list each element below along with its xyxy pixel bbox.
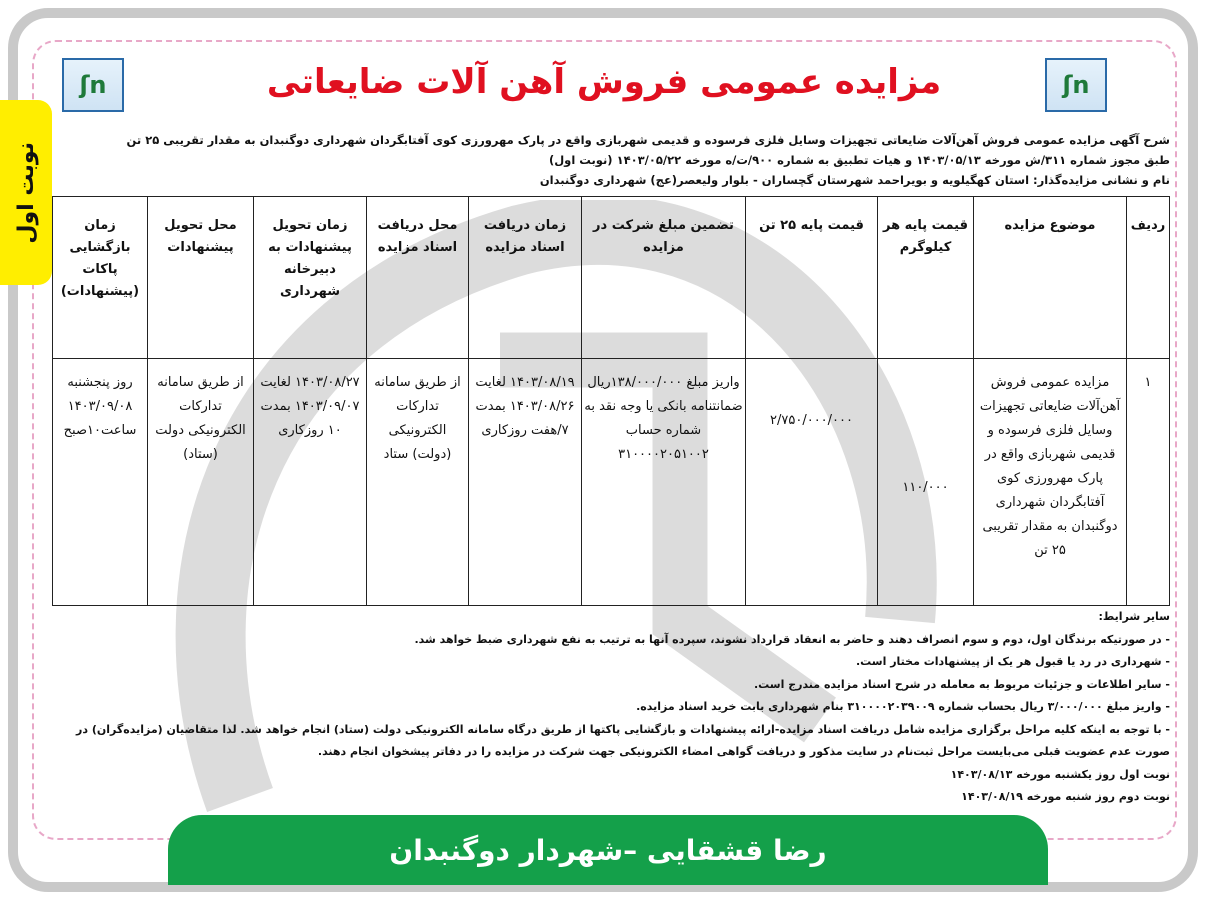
table-row: ۱ مزایده عمومی فروش آهن‌آلات ضایعاتی تجه… <box>52 358 1170 606</box>
col-price-per-kg: قیمت پایه هر کیلوگرم <box>877 196 974 359</box>
logo-icon: ʃn <box>1062 71 1090 99</box>
table-header-row: ردیف موضوع مزایده قیمت پایه هر کیلوگرم ق… <box>52 196 1170 359</box>
col-subject: موضوع مزایده <box>973 196 1127 359</box>
col-docs-place: محل دریافت اسناد مزایده <box>366 196 469 359</box>
logo-icon: ʃn <box>79 71 107 99</box>
page-title: مزایده عمومی فروش آهن آلات ضایعاتی <box>266 62 942 102</box>
col-opening-time: زمان بازگشایی پاکات (پیشنهادات) <box>52 196 148 359</box>
publication-second-date: نوبت دوم روز شنبه مورخه ۱۴۰۳/۰۸/۱۹ <box>961 790 1170 803</box>
condition-item: - سایر اطلاعات و جزئیات مربوط به معامله … <box>753 677 1170 691</box>
col-submit-place: محل تحویل پیشنهادات <box>147 196 254 359</box>
cell-opening-time: روز پنجشنبه ۱۴۰۳/۰۹/۰۸ ساعت۱۰صبح <box>52 358 148 606</box>
cell-docs-time: ۱۴۰۳/۰۸/۱۹ لغایت ۱۴۰۳/۰۸/۲۶ بمدت ۷/هفت ر… <box>468 358 582 606</box>
intro-text: شرح آگهی مزایده عمومی فروش آهن‌آلات ضایع… <box>40 130 1170 190</box>
other-conditions: سایر شرایط: - در صورتیکه برندگان اول، دو… <box>40 606 1170 809</box>
municipality-logo-right: ʃn <box>1045 58 1107 112</box>
condition-item: - شهرداری در رد یا قبول هر یک از پیشنهاد… <box>855 655 1170 668</box>
cell-row-number: ۱ <box>1126 358 1170 606</box>
badge-text: نوبت اول <box>13 141 39 244</box>
publication-first-date: نوبت اول روز یکشنبه مورخه ۱۴۰۳/۰۸/۱۳ <box>950 767 1170 781</box>
col-guarantee: تضمین مبلغ شرکت در مزایده <box>581 196 746 359</box>
mayor-name: رضا قشقایی –شهردار دوگنبدان <box>389 833 827 867</box>
auction-table: ردیف موضوع مزایده قیمت پایه هر کیلوگرم ق… <box>52 196 1170 606</box>
col-submit-time: زمان تحویل پیشنهادات به دبیرخانه شهرداری <box>253 196 367 359</box>
cell-submit-time: ۱۴۰۳/۰۸/۲۷ لغایت ۱۴۰۳/۰۹/۰۷ بمدت ۱۰ روزک… <box>253 358 367 606</box>
cell-subject: مزایده عمومی فروش آهن‌آلات ضایعاتی تجهیز… <box>973 358 1127 606</box>
condition-item: - در صورتیکه برندگان اول، دوم و سوم انصر… <box>414 632 1170 646</box>
first-round-badge: نوبت اول <box>0 100 52 285</box>
cell-price-25t: ۲/۷۵۰/۰۰۰/۰۰۰ <box>745 358 878 606</box>
cell-submit-place: از طریق سامانه تدارکات الکترونیکی دولت (… <box>147 358 254 606</box>
col-docs-time: زمان دریافت اسناد مزایده <box>468 196 582 359</box>
intro-line: نام و نشانی مزایده‌گذار: استان کهگیلویه … <box>539 173 1170 187</box>
cell-price-per-kg: ۱۱۰/۰۰۰ <box>877 358 974 606</box>
intro-line: شرح آگهی مزایده عمومی فروش آهن‌آلات ضایع… <box>126 133 1170 147</box>
col-row-number: ردیف <box>1126 196 1170 359</box>
intro-line: طبق مجوز شماره ۳۱۱/ش مورخه ۱۴۰۳/۰۵/۱۳ و … <box>548 153 1170 167</box>
cell-docs-place: از طریق سامانه تدارکات الکترونیکی (دولت)… <box>366 358 469 606</box>
municipality-logo-left: ʃn <box>62 58 124 112</box>
condition-item: - با توجه به اینکه کلیه مراحل برگزاری مز… <box>76 722 1170 759</box>
mayor-signature-banner: رضا قشقایی –شهردار دوگنبدان <box>168 815 1048 885</box>
col-price-25t: قیمت پایه ۲۵ تن <box>745 196 878 359</box>
condition-item: - واریز مبلغ ۳/۰۰۰/۰۰۰ ریال بحساب شماره … <box>636 700 1170 713</box>
outer-frame <box>8 8 1198 892</box>
conditions-heading: سایر شرایط: <box>1098 610 1171 623</box>
cell-guarantee: واریز مبلغ ۱۳۸/۰۰۰/۰۰۰ریال ضمانتنامه بان… <box>581 358 746 606</box>
